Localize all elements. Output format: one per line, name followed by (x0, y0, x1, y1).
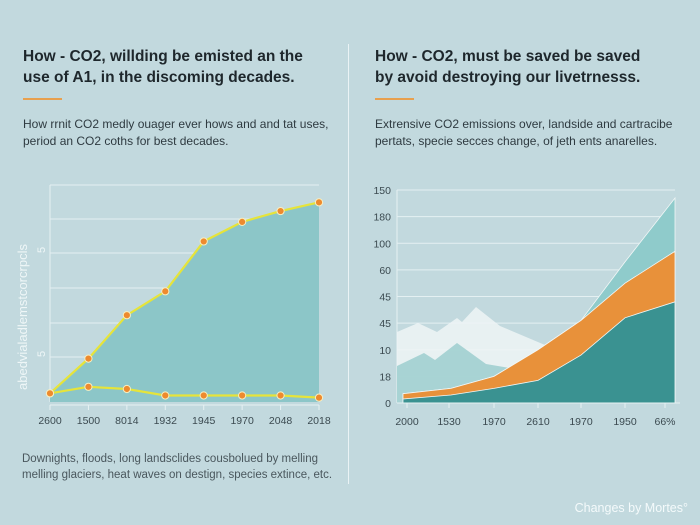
data-point (199, 391, 208, 400)
right-title-line: by avoid destroying our livetrnesss. (375, 69, 641, 86)
accent-rule (375, 98, 414, 100)
data-point (84, 382, 93, 391)
accent-rule (23, 98, 62, 100)
x-tick-label: 8014 (115, 415, 139, 427)
x-tick-label: 1932 (154, 415, 178, 427)
x-tick-label: 66% (654, 416, 675, 428)
series-line-1 (49, 201, 320, 395)
x-tick-label: 1970 (569, 416, 593, 428)
left-y-axis-label: abedvialadlemstcorcrpcls (15, 244, 30, 390)
y-tick-label: 180 (373, 212, 391, 224)
left-title-line: How - CO2, willding be emisted an the (23, 48, 303, 65)
right-subtitle: Extrensive CO2 emissions over, landside … (375, 116, 672, 150)
subtitle-line: period an CO2 coths for best decades. (23, 134, 229, 148)
data-point (161, 391, 170, 400)
area-lower (402, 301, 676, 404)
area-fill (50, 202, 319, 402)
left-title-line: use of A1, in the discoming decades. (23, 69, 295, 86)
footnote-line: melling glaciers, heat waves on destign,… (22, 469, 333, 481)
subtitle-line: How rrnit CO2 medly ouager ever hows and… (23, 117, 329, 131)
y-tick-label: 45 (379, 318, 391, 330)
x-tick-label: 1950 (613, 416, 637, 428)
data-point (238, 217, 247, 226)
footnote-line: Downights, floods, long landsclides cous… (22, 453, 318, 465)
left-title: How - CO2, willding be emisted an the us… (23, 46, 303, 88)
data-point (122, 311, 131, 320)
y-tick-label: 18 (379, 371, 391, 383)
y-tick-label: 150 (373, 185, 391, 197)
x-tick-label: 1945 (192, 415, 216, 427)
x-tick-label: 2048 (269, 415, 293, 427)
right-title: How - CO2, must be saved be saved by avo… (375, 46, 640, 88)
data-point (84, 354, 93, 363)
panel-divider (348, 44, 349, 484)
data-point (314, 198, 324, 207)
right-title-line: How - CO2, must be saved be saved (375, 48, 641, 65)
y-tick-label: 45 (379, 292, 391, 304)
y-tick-label: 5 (36, 247, 48, 253)
data-point (199, 237, 208, 246)
data-point (122, 384, 131, 394)
data-point (238, 391, 247, 400)
y-tick-label: 0 (385, 398, 391, 410)
data-point (161, 287, 170, 296)
subtitle-line: Extrensive CO2 emissions over, landside … (375, 117, 673, 131)
x-tick-label: 2610 (526, 416, 550, 428)
series-line-2 (49, 385, 320, 399)
data-point (45, 389, 55, 398)
y-tick-label: 10 (379, 345, 391, 357)
data-point (276, 206, 285, 216)
data-point (276, 391, 285, 400)
left-footnote: Downights, floods, long landsclides cous… (22, 451, 332, 483)
x-tick-label: 1970 (230, 415, 254, 427)
y-tick-label: 60 (379, 265, 391, 277)
y-tick-label: 100 (373, 238, 391, 250)
subtitle-line: pertats, specie secces change, of jeth e… (375, 134, 658, 148)
brand-logo: Changes by Mortes° (574, 501, 688, 515)
left-subtitle: How rrnit CO2 medly ouager ever hows and… (23, 116, 328, 150)
x-tick-label: 1970 (482, 416, 506, 428)
x-tick-label: 2000 (395, 416, 419, 428)
x-tick-label: 2018 (307, 415, 331, 427)
x-tick-label: 2600 (38, 415, 62, 427)
x-tick-label: 1500 (77, 415, 101, 427)
y-tick-label: 5 (36, 351, 48, 357)
x-tick-label: 1530 (437, 416, 461, 428)
data-point (314, 393, 324, 402)
